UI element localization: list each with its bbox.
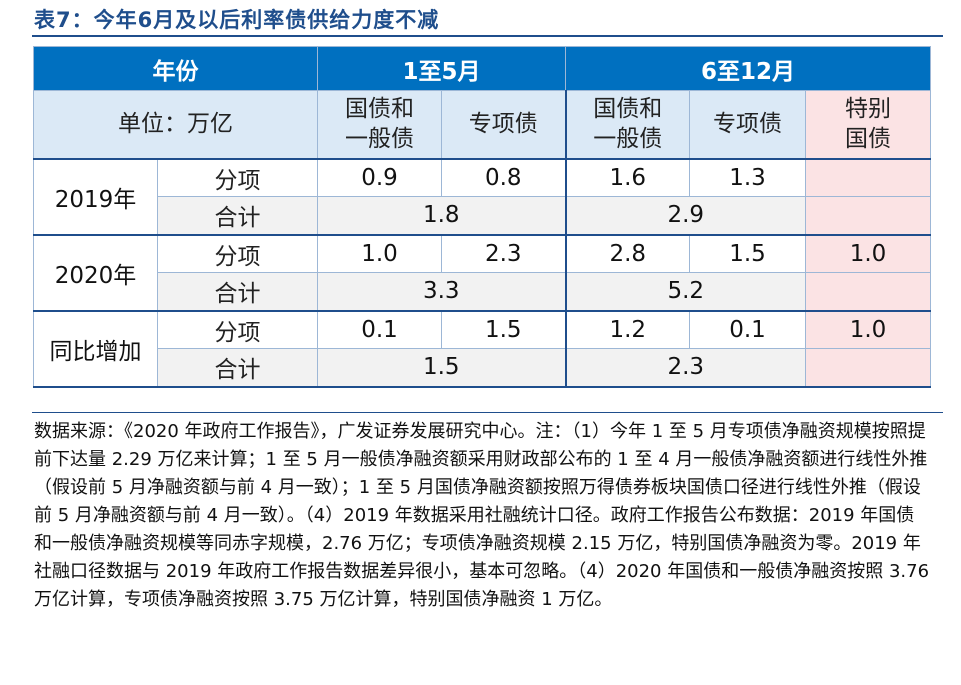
cell-total: 3.3	[316, 272, 567, 311]
cell-value: 0.1	[317, 309, 442, 349]
cell-empty	[805, 272, 932, 311]
detail-label: 分项	[157, 309, 318, 349]
cell-value: 0.8	[440, 157, 567, 197]
table-row: 合计 1.5 2.3	[34, 348, 932, 387]
cell-value: 1.5	[689, 233, 807, 273]
cell-empty	[805, 348, 932, 387]
total-label: 合计	[157, 348, 318, 387]
cell-value: 1.2	[564, 309, 691, 349]
header-row: 年份 1至5月 6至12月	[33, 46, 932, 91]
cell-value: 0.9	[317, 157, 442, 197]
p1-treasury-general-header: 国债和 一般债	[317, 90, 442, 159]
cell-total: 2.9	[564, 196, 807, 235]
cell-value: 1.0	[805, 309, 932, 349]
row-year: 同比增加	[33, 309, 158, 387]
cell-value: 1.3	[689, 157, 807, 197]
table-row: 合计 1.8 2.9	[34, 196, 932, 235]
cell-total: 5.2	[564, 272, 807, 311]
detail-label: 分项	[157, 157, 318, 197]
note-rule	[32, 412, 943, 413]
cell-value: 1.6	[564, 157, 691, 197]
cell-value: 1.0	[805, 233, 932, 273]
cell-total: 2.3	[564, 348, 807, 387]
cell-value: 1.0	[317, 233, 442, 273]
table-title: 表7：今年6月及以后利率债供给力度不减	[34, 8, 440, 32]
table-row: 2019年 分项 0.9 0.8 1.6 1.3	[33, 157, 932, 235]
title-rule	[32, 35, 943, 37]
p2-special-bond-header: 专项债	[689, 90, 807, 159]
total-label: 合计	[157, 196, 318, 235]
detail-label: 分项	[157, 233, 318, 273]
year-header: 年份	[33, 46, 318, 91]
cell-value: 2.8	[564, 233, 691, 273]
row-year: 2020年	[33, 233, 158, 311]
cell-total: 1.8	[316, 196, 567, 235]
period1-header: 1至5月	[316, 46, 567, 91]
p2-treasury-general-header: 国债和 一般债	[564, 90, 691, 159]
subheader-row: 单位：万亿 国债和 一般债 专项债 国债和 一般债 专项债 特别 国债	[33, 90, 932, 159]
cell-empty	[805, 196, 932, 235]
row-year: 2019年	[33, 157, 158, 235]
table-row: 2020年 分项 1.0 2.3 2.8 1.5 1.0	[33, 233, 932, 311]
unit-label: 单位：万亿	[33, 90, 318, 159]
total-label: 合计	[157, 272, 318, 311]
p1-special-bond-header: 专项债	[440, 90, 567, 159]
source-note: 数据来源：《2020 年政府工作报告》，广发证券发展研究中心。注：（1）今年 1…	[34, 421, 930, 610]
cell-total: 1.5	[316, 348, 567, 387]
table-row: 合计 3.3 5.2	[34, 272, 932, 311]
supply-table: 年份 1至5月 6至12月 单位：万亿 国债和 一般债 专项债 国债和 一般债 …	[33, 46, 932, 388]
cell-value: 0.1	[689, 309, 807, 349]
cell-value: 2.3	[440, 233, 567, 273]
p2-special-treasury-header: 特别 国债	[805, 90, 932, 159]
cell-value	[805, 157, 932, 197]
period2-header: 6至12月	[565, 46, 932, 91]
cell-value: 1.5	[440, 309, 567, 349]
table-row: 同比增加 分项 0.1 1.5 1.2 0.1 1.0	[33, 309, 932, 387]
